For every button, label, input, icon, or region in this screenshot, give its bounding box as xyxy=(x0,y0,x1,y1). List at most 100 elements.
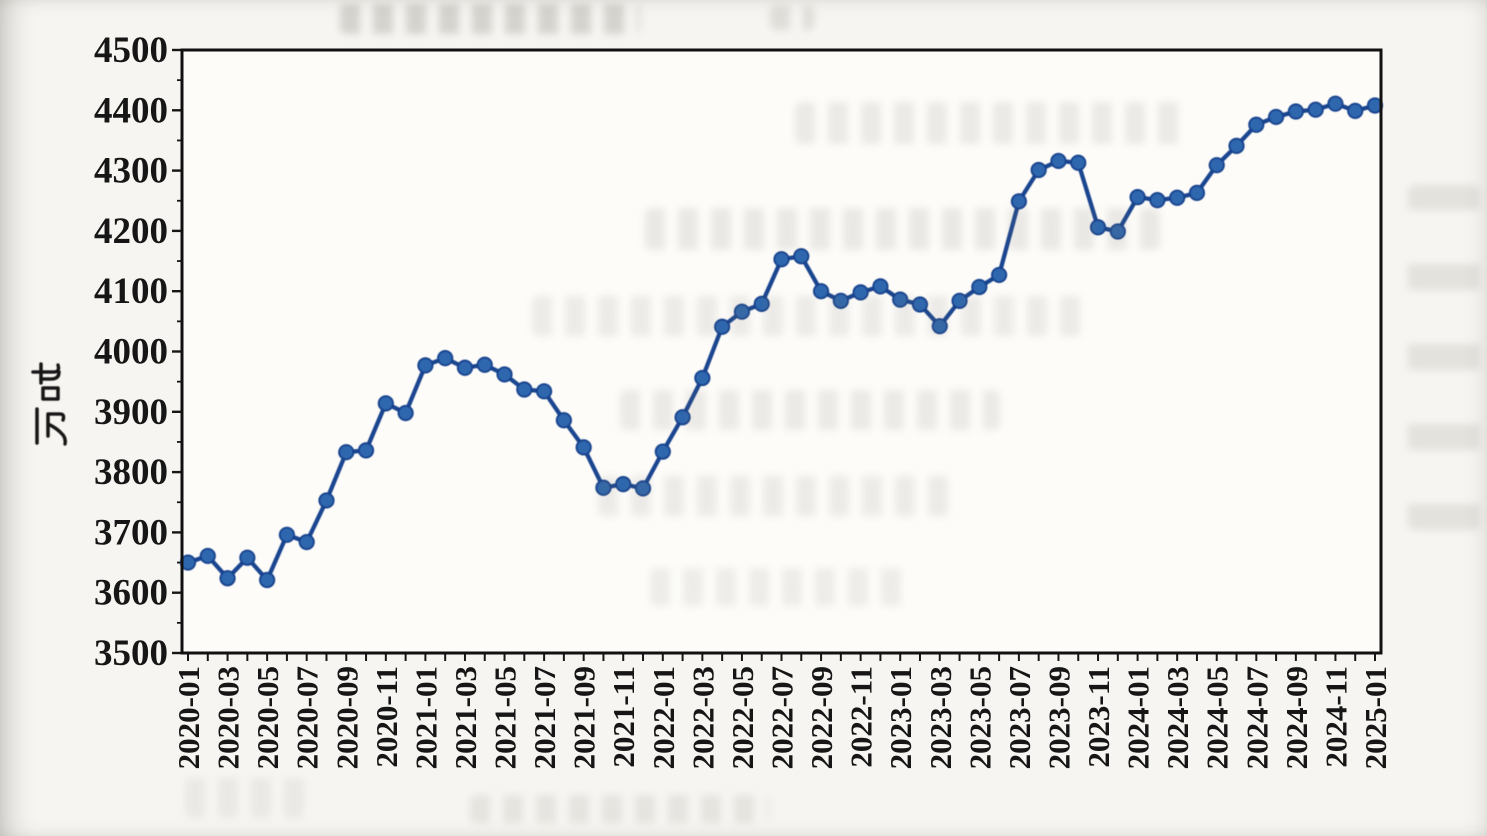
data-point xyxy=(733,303,751,320)
x-tick-label: 2023-01 xyxy=(883,666,918,769)
x-tick-label: 2024-07 xyxy=(1239,666,1274,769)
x-tick-label: 2021-03 xyxy=(448,666,483,769)
x-tick-label: 2022-11 xyxy=(844,666,879,768)
data-point xyxy=(872,278,889,295)
x-tick-label: 2022-07 xyxy=(765,666,800,769)
data-point xyxy=(615,476,632,493)
data-point xyxy=(1347,102,1364,120)
data-point xyxy=(1010,193,1028,210)
x-tick-label: 2023-03 xyxy=(923,666,958,769)
x-tick-label: 2021-07 xyxy=(527,666,562,769)
data-point xyxy=(516,381,533,398)
data-point xyxy=(476,356,493,373)
x-tick-label: 2022-05 xyxy=(725,666,760,769)
data-point xyxy=(1030,161,1047,179)
x-tick-label: 2022-09 xyxy=(804,666,839,769)
y-tick-label: 4500 xyxy=(94,30,168,71)
data-point xyxy=(793,248,810,265)
x-tick-label: 2023-07 xyxy=(1002,666,1037,769)
x-tick-label: 2023-11 xyxy=(1081,666,1116,768)
data-point xyxy=(931,318,948,335)
x-tick-label: 2024-03 xyxy=(1160,666,1195,769)
data-point xyxy=(1327,95,1344,112)
y-tick-label: 3500 xyxy=(94,633,168,674)
y-tick-label: 4300 xyxy=(94,151,168,192)
data-point xyxy=(298,533,315,551)
x-tick-label: 2022-01 xyxy=(646,666,681,769)
y-tick-label: 3700 xyxy=(94,512,168,553)
data-point xyxy=(1109,223,1126,240)
x-tick-label: 2025-01 xyxy=(1358,666,1393,769)
data-point xyxy=(654,443,671,460)
data-point xyxy=(714,318,731,335)
y-tick-label: 3800 xyxy=(94,452,168,493)
data-point xyxy=(1228,137,1245,154)
data-point xyxy=(634,480,652,497)
data-point xyxy=(278,526,296,543)
data-point xyxy=(397,404,414,422)
data-point xyxy=(555,412,572,429)
data-point xyxy=(1248,116,1265,133)
x-tick-label: 2020-03 xyxy=(211,666,246,769)
data-point xyxy=(1267,108,1285,126)
x-tick-label: 2020-11 xyxy=(369,666,404,768)
plot-area xyxy=(182,50,1381,653)
y-tick-label: 4200 xyxy=(94,211,168,252)
x-tick-label: 2023-05 xyxy=(962,666,997,769)
data-point xyxy=(694,369,711,387)
x-tick-label: 2020-07 xyxy=(290,666,325,769)
x-tick-label: 2022-03 xyxy=(685,666,720,769)
x-tick-label: 2021-11 xyxy=(606,666,641,768)
y-tick-label: 3900 xyxy=(94,392,168,433)
data-point xyxy=(338,444,355,461)
data-point xyxy=(1089,219,1107,236)
x-tick-label: 2021-01 xyxy=(408,666,443,769)
data-point xyxy=(357,442,375,459)
data-point xyxy=(595,479,612,496)
data-point xyxy=(496,366,513,383)
data-point xyxy=(991,266,1008,284)
data-point xyxy=(377,395,394,412)
data-point xyxy=(911,296,929,313)
y-axis-title xyxy=(31,362,67,446)
x-tick-label: 2024-05 xyxy=(1200,666,1235,769)
x-tick-label: 2020-01 xyxy=(171,666,206,769)
y-tick-label: 4400 xyxy=(94,90,168,131)
data-point xyxy=(951,292,968,309)
data-point xyxy=(1149,192,1166,209)
data-point xyxy=(971,278,988,296)
data-point xyxy=(1307,101,1324,118)
data-point xyxy=(1070,154,1087,171)
x-tick-label: 2023-09 xyxy=(1041,666,1076,769)
data-point xyxy=(852,284,869,301)
data-point xyxy=(239,549,256,566)
data-point xyxy=(219,570,236,587)
data-point xyxy=(1050,152,1067,170)
data-point xyxy=(1208,157,1225,174)
y-tick-label: 4000 xyxy=(94,332,168,373)
data-point xyxy=(1129,189,1146,206)
data-point xyxy=(753,295,770,312)
data-point xyxy=(1188,184,1206,202)
data-point xyxy=(318,492,335,509)
data-point xyxy=(892,291,909,308)
data-point xyxy=(575,439,592,456)
x-tick-label: 2021-09 xyxy=(567,666,602,769)
data-series xyxy=(179,95,1384,589)
x-tick-label: 2021-05 xyxy=(488,666,523,769)
data-point xyxy=(773,251,790,268)
data-point xyxy=(259,571,276,589)
data-point xyxy=(674,409,691,426)
axis-labels: 3500 3600 3700 3800 3900 4000 4100 4200 4300 4400… xyxy=(94,30,1393,769)
x-tick-label: 2024-11 xyxy=(1318,666,1353,768)
y-tick-label: 4100 xyxy=(94,271,168,312)
plot-frame xyxy=(180,48,1383,655)
data-point xyxy=(812,283,830,300)
x-tick-label: 2020-09 xyxy=(329,666,364,769)
data-point xyxy=(417,357,434,374)
x-tick-label: 2024-09 xyxy=(1279,666,1314,769)
data-point xyxy=(832,292,849,309)
x-tick-label: 2020-05 xyxy=(250,666,285,769)
